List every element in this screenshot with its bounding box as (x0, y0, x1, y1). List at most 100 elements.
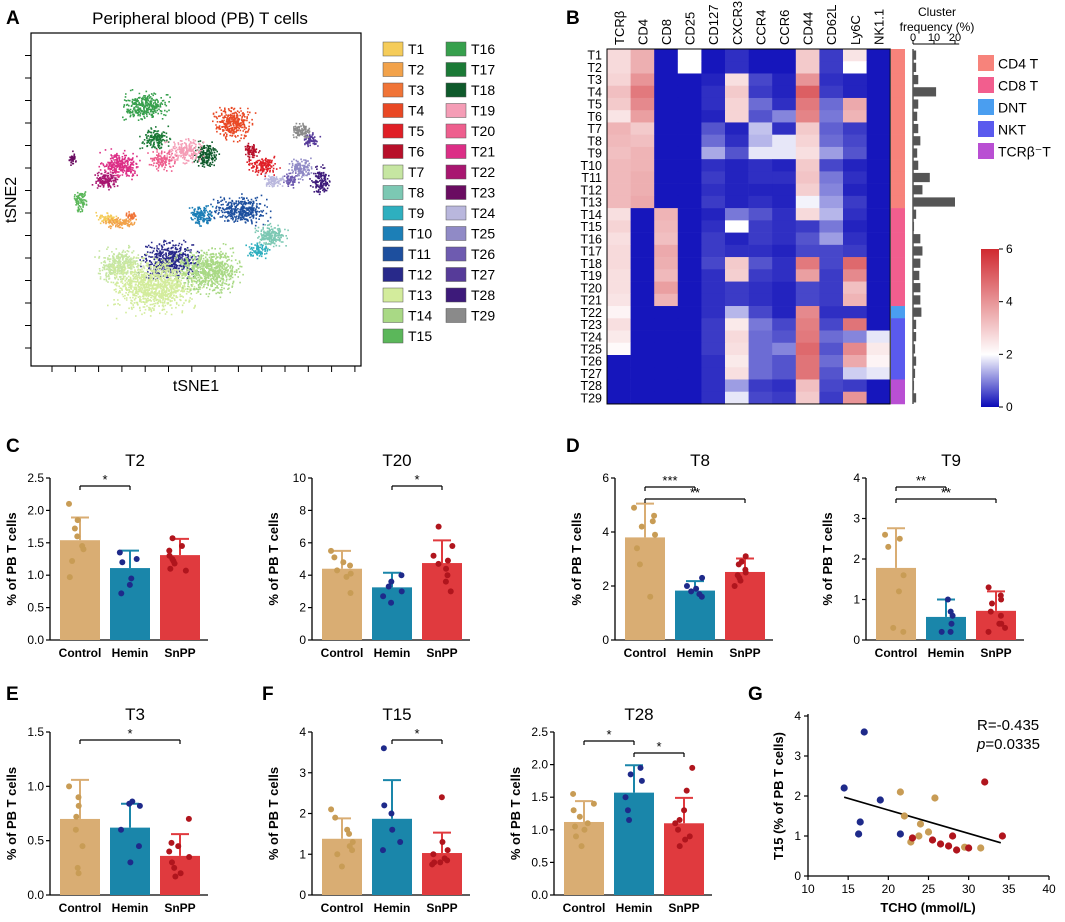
y-tick-label: 2.0 (531, 758, 548, 772)
heatmap-cell (843, 146, 867, 160)
heatmap-cell (701, 220, 726, 233)
heatmap-cell (795, 110, 820, 123)
heatmap-cell (772, 330, 797, 344)
heatmap-cell (607, 330, 631, 344)
heatmap-cell (725, 306, 749, 319)
tsne-cluster-points (125, 211, 137, 220)
heatmap-row-label: T13 (580, 196, 602, 210)
heatmap-cell (866, 208, 891, 221)
heatmap-cell (819, 97, 844, 111)
data-point (328, 806, 335, 813)
heatmap-cell (795, 318, 820, 331)
subset-swatch (978, 143, 994, 159)
heatmap-cell (819, 342, 844, 356)
data-point (133, 556, 140, 562)
heatmap-cell (748, 293, 773, 307)
scatter-point (840, 784, 848, 792)
heatmap-cell (795, 85, 820, 99)
heatmap-cell (654, 379, 679, 393)
x-tick-label: Control (624, 646, 667, 660)
heatmap-cell (772, 257, 797, 270)
heatmap-cell (677, 318, 702, 331)
heatmap-cell (843, 159, 867, 172)
y-axis-label: % of PB T cells (569, 512, 584, 605)
y-tick-label: 3 (853, 512, 860, 526)
heatmap-cell (725, 379, 749, 393)
x-axis-label: TCHO (mmol/L) (880, 900, 975, 915)
x-tick-label: Hemin (928, 646, 965, 660)
heatmap-cell (772, 269, 797, 282)
freq-bar (913, 185, 923, 195)
heatmap-cell (630, 342, 655, 356)
heatmap-cell (819, 146, 844, 160)
data-point (698, 593, 705, 600)
significance-label: * (127, 726, 132, 741)
heatmap-cell (701, 293, 726, 307)
heatmap-cell (725, 281, 749, 295)
panel-b: B T1T2T3T4T5T6T7T8T9T10T11T12T13T14T15T1… (566, 1, 1051, 414)
heatmap-cell (701, 208, 726, 221)
correlation-p: p=0.0335 (976, 736, 1040, 753)
heatmap-marker-label: CD8 (659, 19, 674, 45)
colorbar-gradient (981, 249, 999, 407)
heatmap-cell (772, 171, 797, 184)
data-point (672, 820, 679, 827)
bar-panel-t3: E T3 0.0 0.5 1.0 1.5 % of PB T cells Control Hem… (4, 684, 208, 915)
heatmap-cell (607, 232, 631, 246)
heatmap-cell (748, 281, 773, 295)
legend-swatch-t19 (445, 103, 467, 118)
data-point (167, 565, 174, 572)
scatter-point (965, 844, 973, 852)
freq-bar (913, 160, 919, 170)
data-point (676, 843, 683, 850)
data-point (171, 560, 178, 567)
heatmap-row-label: T24 (580, 330, 602, 344)
subset-legend-label: NKT (998, 122, 1026, 138)
y-tick-label: 3 (299, 766, 306, 780)
tsne-ticks (25, 55, 356, 372)
heatmap-cell (866, 73, 891, 87)
data-point (430, 851, 437, 858)
legend-label-t17: T17 (471, 62, 495, 78)
bar-snpp (725, 571, 765, 640)
legend-swatch-t10 (382, 226, 404, 241)
freq-title-2: frequency (%) (900, 20, 975, 34)
panel-letter-g: G (748, 684, 763, 705)
legend-label-t8: T8 (408, 185, 425, 201)
heatmap-cell (795, 379, 820, 393)
heatmap-cell (725, 73, 749, 87)
freq-bar (913, 393, 917, 403)
heatmap-cell (654, 159, 679, 172)
heatmap-cell (630, 318, 655, 331)
heatmap-cell (725, 257, 749, 270)
heatmap-cell (607, 171, 631, 184)
data-point (638, 523, 645, 530)
heatmap-row-label: T7 (587, 122, 602, 136)
data-point (938, 628, 945, 635)
legend-swatch-t8 (382, 185, 404, 200)
tsne-cluster-points (263, 173, 285, 188)
scatter-point (856, 818, 864, 826)
heatmap-cell (725, 391, 749, 405)
legend-label-t26: T26 (471, 246, 495, 262)
heatmap-cell (654, 330, 679, 344)
legend-label-t11: T11 (408, 246, 431, 262)
legend-label-t21: T21 (471, 144, 495, 160)
data-point (622, 794, 629, 801)
heatmap-cell (748, 232, 773, 246)
heatmap-cell (701, 183, 726, 197)
data-point (347, 570, 354, 577)
scatter-point (896, 830, 904, 838)
heatmap-cell (607, 122, 631, 135)
data-point (742, 553, 749, 560)
freq-tick-label: 0 (910, 32, 916, 44)
heatmap-cell (701, 281, 726, 295)
heatmap-cell (725, 85, 749, 99)
data-point (689, 764, 696, 771)
heatmap-cell (725, 171, 749, 184)
legend-swatch-t5 (382, 123, 404, 139)
x-tick-label: Hemin (112, 646, 149, 660)
heatmap-cell (819, 330, 844, 344)
heatmap-cell (630, 306, 655, 319)
heatmap-cell (677, 379, 702, 393)
